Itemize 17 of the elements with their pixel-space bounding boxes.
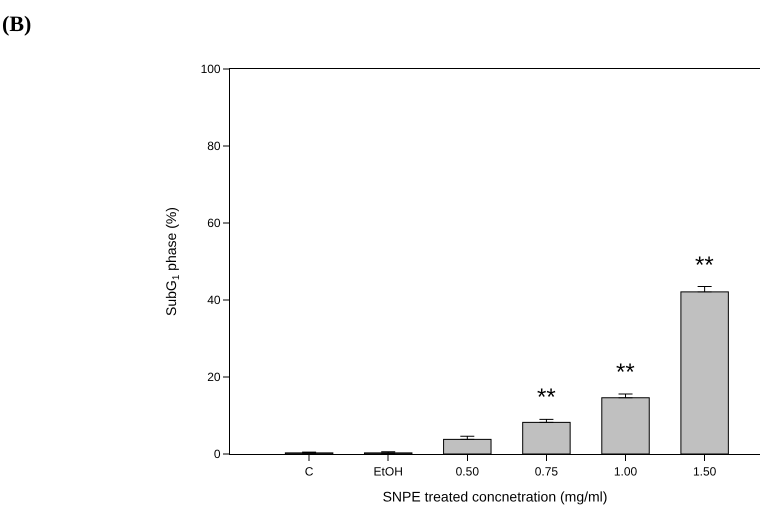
y-tick-label: 100 <box>200 62 221 76</box>
x-tick-label: EtOH <box>374 464 403 478</box>
text: (B) <box>2 11 32 36</box>
x-tick-label: 0.50 <box>456 464 480 478</box>
y-tick-label: 0 <box>214 447 221 462</box>
y-tick-label: 60 <box>207 216 221 230</box>
y-tick-label: 20 <box>207 370 221 384</box>
annotation: ** <box>537 384 556 411</box>
y-tick-label: 80 <box>207 139 221 154</box>
x-tick-label: C <box>304 464 314 478</box>
x-tick-label: 1.00 <box>614 464 638 478</box>
x-tick-label: 1.50 <box>692 464 717 478</box>
annotation: ** <box>616 359 635 386</box>
y-tick-label: 40 <box>207 293 221 308</box>
x-axis-title: SNPE treated concnetration (mg/ml) <box>382 488 608 505</box>
x-tick-label: 0.75 <box>534 464 558 478</box>
annotation: ** <box>695 252 714 279</box>
